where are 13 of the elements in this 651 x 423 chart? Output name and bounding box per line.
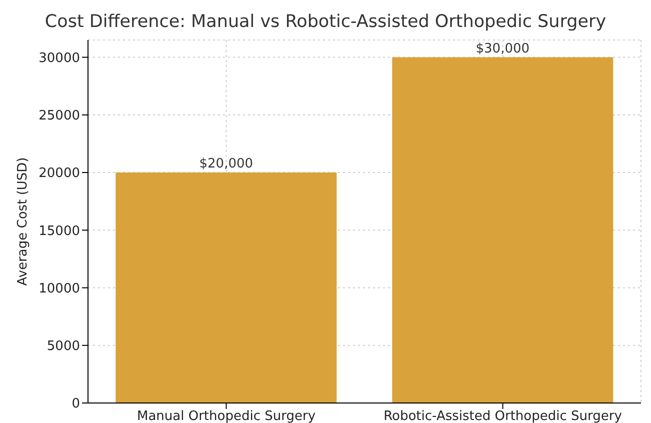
x-tick-label: Robotic-Assisted Orthopedic Surgery [384, 409, 622, 423]
x-tick-label: Manual Orthopedic Surgery [136, 409, 316, 423]
data-label: $20,000 [199, 156, 254, 172]
y-tick-label: 30000 [38, 50, 80, 66]
y-tick-label: 20000 [38, 166, 80, 182]
y-tick-label: 5000 [46, 338, 80, 354]
y-tick-label: 15000 [38, 224, 80, 239]
chart-title: Cost Difference: Manual vs Robotic-Assisted Orthopedic Surgery [44, 12, 608, 32]
y-tick-label: 25000 [38, 108, 80, 124]
y-axis-title: Average Cost (USD) [16, 157, 31, 286]
y-tick-label: 0 [72, 396, 80, 412]
data-label: $30,000 [476, 41, 530, 56]
y-tick-label: 10000 [38, 281, 80, 296]
